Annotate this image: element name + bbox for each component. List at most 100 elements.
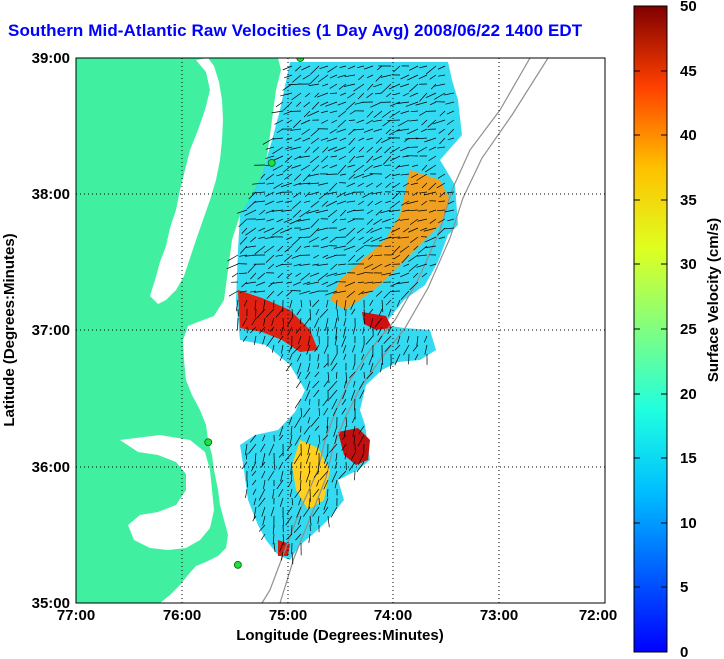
velocity-vector — [372, 155, 383, 161]
velocity-vector — [366, 182, 374, 188]
velocity-vector — [280, 227, 293, 234]
y-tick-label: 36:00 — [32, 459, 70, 476]
velocity-vector — [285, 290, 293, 297]
velocity-vector — [296, 506, 302, 518]
velocity-vector — [323, 497, 329, 511]
velocity-vector — [394, 344, 401, 351]
velocity-vector — [353, 173, 365, 179]
velocity-vector — [336, 191, 347, 198]
velocity-vector — [282, 164, 293, 173]
velocity-vector — [326, 173, 338, 175]
velocity-vector — [331, 398, 338, 410]
velocity-vector — [322, 164, 329, 169]
velocity-vector — [406, 335, 410, 343]
velocity-vector — [417, 254, 428, 257]
velocity-vector — [292, 209, 302, 218]
velocity-vector — [348, 173, 356, 180]
velocity-vector — [334, 479, 338, 489]
velocity-vector — [338, 227, 347, 232]
velocity-vector — [346, 290, 356, 298]
velocity-vector — [421, 182, 428, 189]
velocity-vector — [351, 344, 356, 353]
velocity-vector — [269, 326, 275, 332]
velocity-vector — [357, 65, 365, 69]
velocity-vector — [282, 317, 285, 329]
velocity-vector — [423, 191, 437, 196]
velocity-vector — [324, 461, 329, 469]
velocity-vector — [312, 299, 320, 308]
velocity-vector — [329, 128, 338, 134]
velocity-vector — [406, 200, 419, 205]
velocity-vector — [291, 236, 302, 246]
velocity-vector — [418, 74, 428, 80]
velocity-vector — [308, 533, 311, 543]
velocity-vector — [381, 272, 392, 276]
velocity-vector — [254, 245, 266, 255]
velocity-vector — [248, 443, 257, 454]
velocity-vector — [446, 110, 455, 115]
velocity-vector — [263, 245, 275, 254]
velocity-vector — [436, 209, 446, 212]
velocity-vector — [327, 65, 338, 73]
velocity-vector — [293, 173, 302, 181]
velocity-vector — [389, 200, 401, 209]
velocity-vector — [270, 506, 275, 517]
velocity-vector — [250, 272, 257, 280]
velocity-vector — [253, 200, 266, 203]
velocity-vector — [370, 101, 383, 108]
velocity-vector — [354, 398, 356, 411]
velocity-vector — [402, 209, 410, 212]
velocity-vector — [295, 380, 302, 389]
velocity-vector — [305, 434, 311, 445]
velocity-vector — [384, 344, 392, 352]
velocity-vector — [249, 290, 257, 293]
velocity-vector — [260, 461, 266, 468]
velocity-vector — [358, 74, 365, 81]
velocity-vector — [261, 470, 266, 479]
velocity-vector — [341, 407, 347, 415]
velocity-vector — [366, 155, 374, 164]
velocity-vector — [363, 371, 365, 379]
velocity-vector — [334, 146, 347, 152]
velocity-vector — [310, 65, 320, 75]
velocity-vector — [354, 209, 365, 212]
velocity-vector — [358, 137, 365, 141]
velocity-vector — [344, 452, 347, 460]
velocity-vector — [253, 497, 257, 506]
velocity-vector — [405, 137, 419, 140]
velocity-vector — [437, 146, 446, 149]
velocity-vector — [381, 353, 384, 366]
velocity-vector — [421, 272, 428, 278]
velocity-vector — [389, 101, 401, 107]
velocity-vector — [375, 137, 383, 144]
x-tick-label: 76:00 — [163, 607, 201, 624]
velocity-vector — [412, 344, 419, 352]
velocity-vector — [319, 65, 329, 70]
velocity-vector — [376, 65, 383, 71]
velocity-vector — [329, 92, 338, 94]
velocity-vector — [299, 155, 311, 158]
velocity-vector — [282, 65, 293, 71]
velocity-vector — [424, 137, 437, 143]
velocity-vector — [308, 497, 311, 509]
velocity-vector — [387, 326, 392, 335]
velocity-vector — [381, 299, 384, 313]
velocity-vector — [290, 128, 302, 131]
velocity-vector — [401, 200, 410, 206]
velocity-vector — [298, 236, 311, 239]
velocity-vector — [400, 83, 410, 88]
velocity-vector — [335, 299, 338, 309]
velocity-vector — [402, 92, 410, 97]
velocity-vector — [341, 335, 347, 347]
colorbar-tick-label: 15 — [680, 450, 697, 467]
velocity-vector — [368, 308, 374, 314]
velocity-vector — [255, 281, 266, 286]
velocity-vector — [284, 173, 293, 180]
velocity-vector — [320, 101, 329, 107]
velocity-vector — [400, 110, 410, 114]
velocity-vector — [266, 290, 275, 299]
velocity-vector — [438, 74, 446, 77]
velocity-vector — [329, 83, 338, 89]
x-tick-label: 75:00 — [269, 607, 307, 624]
velocity-vector — [357, 92, 365, 100]
